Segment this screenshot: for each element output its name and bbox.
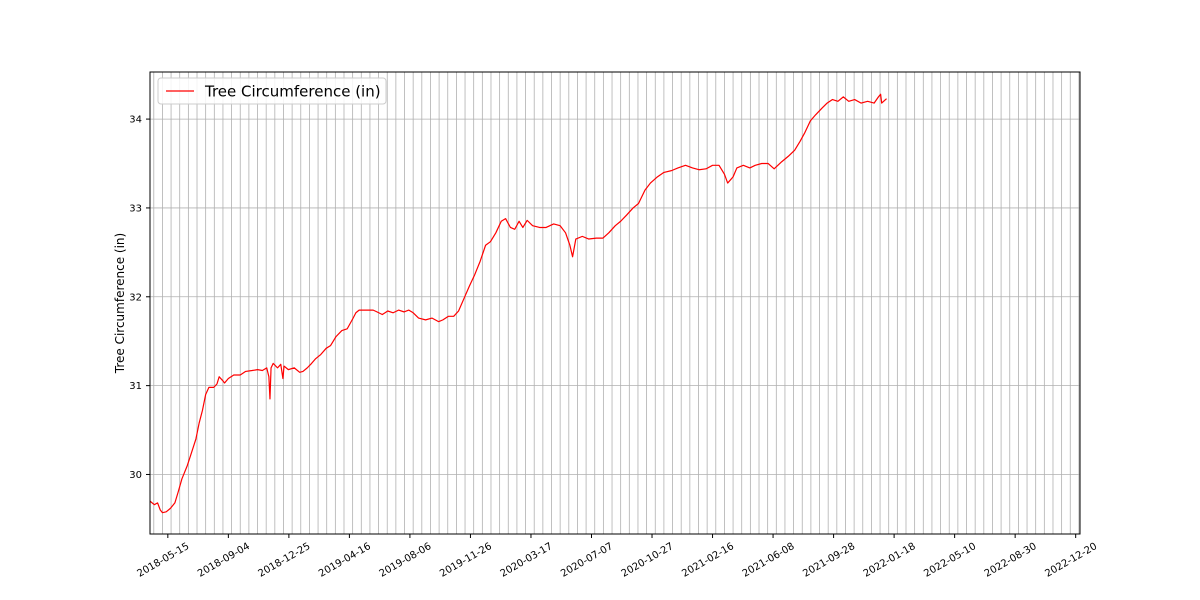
x-tick-label: 2020-03-17 — [499, 541, 555, 580]
x-tick-label: 2022-12-20 — [1043, 541, 1099, 580]
y-tick-label: 34 — [129, 115, 142, 126]
x-tick-label: 2020-10-27 — [620, 541, 676, 580]
y-tick-label: 30 — [129, 470, 142, 481]
y-tick-label: 33 — [129, 203, 142, 214]
y-axis: 30 31 32 33 34 — [129, 115, 150, 481]
x-tick-label: 2021-02-16 — [680, 541, 736, 580]
grid-lines — [150, 72, 1080, 534]
x-tick-label: 2022-05-10 — [922, 541, 978, 580]
x-tick-label: 2019-08-06 — [378, 541, 434, 580]
y-tick-label: 31 — [129, 381, 142, 392]
x-tick-label: 2018-09-04 — [196, 541, 252, 580]
series-layer — [149, 93, 887, 514]
plot-frame — [149, 71, 1081, 535]
x-tick-label: 2018-05-15 — [135, 541, 191, 580]
y-tick-label: 32 — [129, 292, 142, 303]
x-tick-label: 2020-07-07 — [559, 541, 615, 580]
x-tick-label: 2018-12-25 — [257, 541, 313, 580]
legend: Tree Circumference (in) — [157, 77, 387, 105]
x-axis: 2018-05-15 2018-09-04 2018-12-25 2019-04-16… — [135, 534, 1099, 580]
legend-label: Tree Circumference (in) — [204, 83, 381, 101]
x-tick-label: 2019-11-26 — [438, 541, 494, 580]
x-tick-label: 2021-09-28 — [801, 541, 857, 580]
series-line — [149, 93, 887, 514]
legend-box — [157, 77, 387, 105]
x-tick-label: 2021-06-08 — [741, 541, 797, 580]
y-axis-title: Tree Circumference (in) — [113, 233, 127, 374]
x-tick-label: 2019-04-16 — [317, 541, 373, 580]
x-tick-label: 2022-01-18 — [862, 541, 918, 580]
x-tick-label: 2022-08-30 — [983, 541, 1039, 580]
